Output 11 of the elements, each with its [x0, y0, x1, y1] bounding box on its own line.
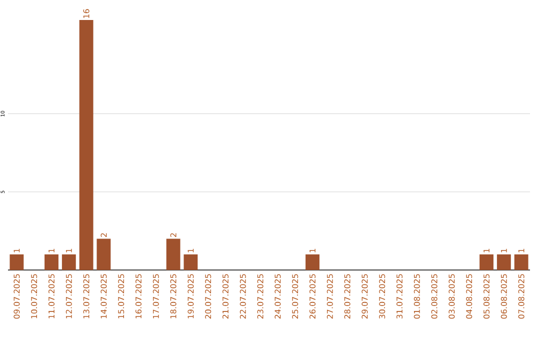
- bar: [62, 254, 76, 270]
- bar: [480, 254, 494, 270]
- bar: [184, 254, 198, 270]
- bar: [79, 20, 94, 270]
- bar: [306, 254, 320, 270]
- bar: [514, 254, 528, 270]
- bar: [44, 254, 58, 270]
- bar: [10, 254, 24, 270]
- bar: [496, 254, 511, 270]
- bar: [166, 238, 180, 270]
- bar: [96, 238, 111, 270]
